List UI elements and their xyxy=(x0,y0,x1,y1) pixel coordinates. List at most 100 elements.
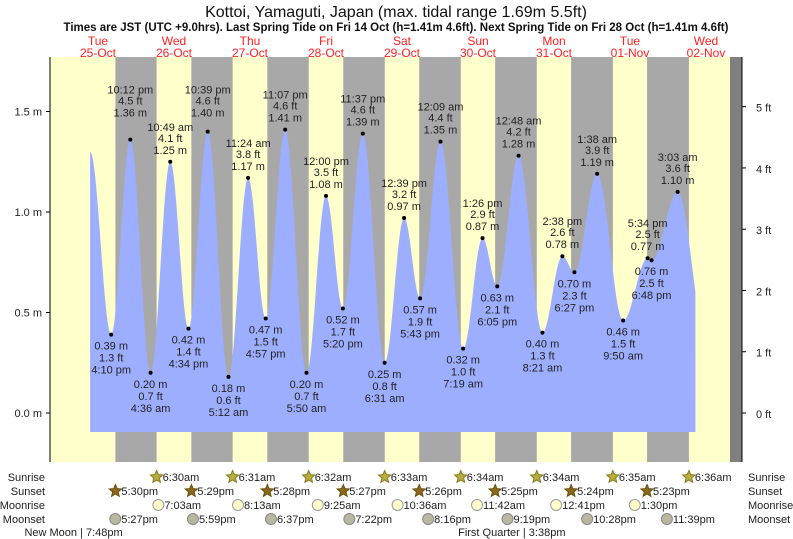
high-tide-time: 10:39 pm xyxy=(185,85,231,97)
low-tide-time: 6:48 pm xyxy=(632,290,672,302)
moonset-time: 6:37pm xyxy=(277,514,314,526)
high-tide-m: 0.77 m xyxy=(631,241,665,253)
low-tide-time: 7:19 am xyxy=(443,379,483,391)
high-tide-ft: 4.5 ft xyxy=(118,96,142,108)
day-date: 02-Nov xyxy=(687,46,726,60)
high-tide-time: 1:38 am xyxy=(577,134,617,146)
high-tide-time: 12:39 pm xyxy=(381,178,427,190)
sunrise-icon xyxy=(377,469,393,484)
tide-high-label-group: 12:48 am4.2 ft1.28 m xyxy=(496,116,542,151)
tide-point xyxy=(540,330,545,335)
moonset-icon xyxy=(501,513,514,525)
sunset-time: 5:23pm xyxy=(653,486,690,498)
tide-point xyxy=(675,189,680,194)
low-tide-time: 6:31 am xyxy=(365,393,405,405)
moonset-time: 10:28pm xyxy=(593,514,636,526)
low-tide-ft: 0.8 ft xyxy=(372,381,396,393)
moonset-icon xyxy=(422,513,435,525)
tide-point xyxy=(461,346,466,351)
low-tide-m: 0.46 m xyxy=(606,327,640,339)
sunrise-time: 6:34am xyxy=(467,472,504,484)
sunset-time: 5:29pm xyxy=(197,486,234,498)
low-tide-ft: 1.4 ft xyxy=(176,347,200,359)
day-date: 25-Oct xyxy=(80,46,117,60)
low-tide-time: 6:05 pm xyxy=(477,316,517,328)
tide-point xyxy=(595,171,600,176)
sunrise-icon xyxy=(301,469,317,484)
tide-point xyxy=(283,127,288,132)
day-date: 26-Oct xyxy=(156,46,193,60)
moonrise-time: 9:25am xyxy=(324,500,361,512)
high-tide-ft: 4.4 ft xyxy=(428,113,452,125)
tide-low-label-group: 0.76 m2.5 ft6:48 pm xyxy=(632,266,672,302)
high-tide-ft: 2.9 ft xyxy=(470,209,494,221)
y-tick-label-m: 0.0 m xyxy=(14,408,42,420)
night-band-end xyxy=(730,57,742,462)
low-tide-ft: 1.3 ft xyxy=(530,351,554,363)
moonrise-icon xyxy=(471,499,484,511)
tide-point xyxy=(246,175,251,180)
high-tide-time: 12:48 am xyxy=(496,116,542,128)
day-name: Wed xyxy=(162,34,186,48)
high-tide-m: 1.40 m xyxy=(191,108,225,120)
tide-point xyxy=(109,332,114,337)
moonset-icon xyxy=(109,513,122,525)
high-tide-ft: 4.6 ft xyxy=(195,96,219,108)
low-tide-m: 0.40 m xyxy=(526,339,560,351)
sunrise-time: 6:31am xyxy=(239,472,276,484)
tide-high-label-group: 10:49 am4.1 ft1.25 m xyxy=(147,122,193,157)
tide-high-label-group: 12:00 pm3.5 ft1.08 m xyxy=(303,156,349,191)
tide-low-label-group: 0.40 m1.3 ft8:21 am xyxy=(523,339,563,375)
high-tide-time: 2:38 pm xyxy=(542,216,582,228)
day-name: Wed xyxy=(694,34,718,48)
high-tide-ft: 4.2 ft xyxy=(506,127,530,139)
tide-high-label-group: 2:38 pm2.6 ft0.78 m xyxy=(542,216,582,251)
low-tide-time: 6:27 pm xyxy=(555,302,595,314)
sunset-icon xyxy=(563,483,579,498)
tide-point xyxy=(128,137,133,142)
tide-low-label-group: 0.20 m0.7 ft4:36 am xyxy=(131,379,171,415)
sunrise-time: 6:34am xyxy=(543,472,580,484)
low-tide-time: 4:34 pm xyxy=(169,359,209,371)
moonrise-time: 8:13am xyxy=(244,500,281,512)
y-tick-label-m: 1.0 m xyxy=(14,207,42,219)
high-tide-time: 10:49 am xyxy=(147,122,193,134)
y-tick-label-ft: 3 ft xyxy=(756,225,771,237)
tide-low-label-group: 0.46 m1.5 ft9:50 am xyxy=(603,327,643,363)
tide-point xyxy=(560,254,565,259)
high-tide-m: 1.28 m xyxy=(502,139,536,151)
high-tide-time: 3:03 am xyxy=(658,152,698,164)
day-name: Sun xyxy=(467,34,488,48)
tide-point xyxy=(340,306,345,311)
sunset-time: 5:28pm xyxy=(273,486,310,498)
tide-point xyxy=(148,370,153,375)
moonset-icon xyxy=(264,513,277,525)
low-tide-m: 0.20 m xyxy=(290,379,324,391)
sunset-icon xyxy=(259,483,275,498)
low-tide-ft: 2.3 ft xyxy=(562,290,586,302)
y-tick-label-ft: 2 ft xyxy=(756,286,771,298)
high-tide-m: 1.25 m xyxy=(153,145,187,157)
low-tide-m: 0.47 m xyxy=(249,325,283,337)
chart-subtitle: Times are JST (UTC +9.0hrs). Last Spring… xyxy=(64,22,729,34)
moon-phase: First Quarter | 3:38pm xyxy=(458,527,565,539)
moonrise-icon xyxy=(311,499,324,511)
high-tide-m: 0.97 m xyxy=(387,201,421,213)
sunrise-icon xyxy=(681,469,697,484)
tide-point xyxy=(480,236,485,241)
high-tide-ft: 3.8 ft xyxy=(236,149,260,161)
low-tide-time: 4:57 pm xyxy=(246,349,286,361)
tide-point xyxy=(495,284,500,289)
moonset-icon xyxy=(343,513,356,525)
day-date: 31-Oct xyxy=(536,46,573,60)
high-tide-ft: 4.1 ft xyxy=(158,133,182,145)
moonrise-time: 10:36am xyxy=(404,500,447,512)
high-tide-time: 11:37 pm xyxy=(340,94,385,106)
day-name: Sat xyxy=(393,34,412,48)
low-tide-time: 5:12 am xyxy=(209,407,249,419)
low-tide-m: 0.20 m xyxy=(134,379,168,391)
low-tide-m: 0.63 m xyxy=(480,292,514,304)
moonrise-label-left: Moonrise xyxy=(0,500,45,512)
low-tide-time: 9:50 am xyxy=(603,351,643,363)
